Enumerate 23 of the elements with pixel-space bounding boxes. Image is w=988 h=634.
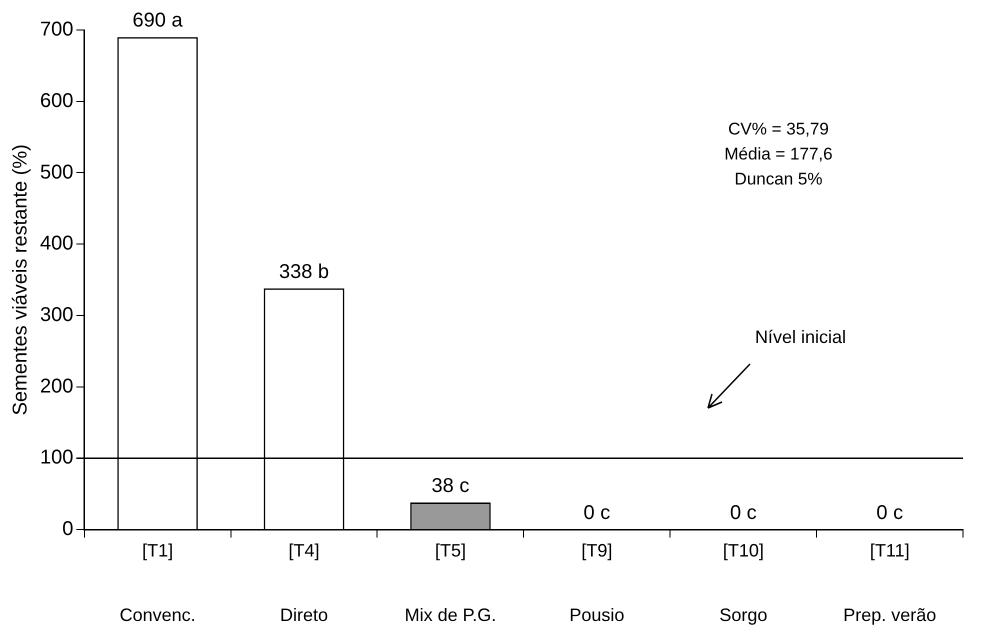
data-label: 0 c — [584, 502, 610, 524]
y-tick-label: 500 — [40, 161, 74, 184]
category-label: [T11] Prep. verão — [843, 540, 936, 626]
category-label: [T10] Sorgo — [719, 540, 768, 626]
y-tick-label: 200 — [40, 375, 74, 398]
data-label: 0 c — [730, 502, 757, 524]
y-tick-label: 0 — [62, 518, 74, 540]
y-tick-label: 100 — [40, 446, 74, 469]
data-label: 0 c — [876, 502, 904, 524]
y-tick-label: 600 — [40, 90, 74, 112]
category-label: [T4] Direto — [280, 540, 328, 626]
data-label: 690 a — [132, 10, 184, 32]
category-label: [T5] Mix de P.G. — [404, 540, 496, 626]
category-label: [T9] Pousio — [569, 540, 624, 626]
data-label: 38 c — [432, 474, 470, 497]
ref-line-label: Nível inicial — [754, 327, 846, 348]
y-tick-label: 300 — [40, 304, 74, 326]
category-label: [T1] Convenc. — [120, 540, 196, 626]
y-tick-label: 400 — [40, 232, 74, 255]
annotation: CV% = 35,79 Média = 177,6 Duncan 5% — [724, 120, 833, 189]
data-label: 338 b — [278, 260, 330, 283]
y-axis-title: Sementes viáveis restante (%) — [10, 144, 32, 416]
y-tick-label: 700 — [40, 18, 74, 41]
